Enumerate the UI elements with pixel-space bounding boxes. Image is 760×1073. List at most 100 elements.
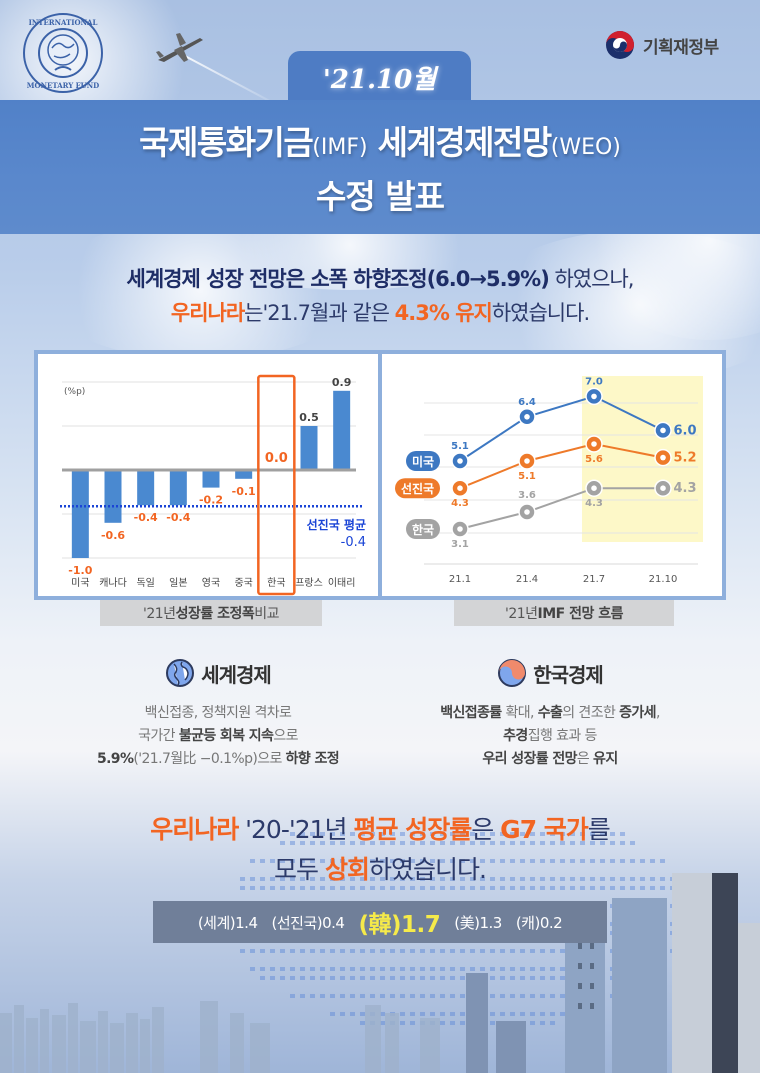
series-line bbox=[459, 395, 664, 462]
text-bold: 증가세 bbox=[619, 705, 656, 721]
svg-text:MONETARY FUND: MONETARY FUND bbox=[27, 81, 99, 90]
caption-prefix: '21년 bbox=[504, 606, 538, 622]
text-highlight: G7 국가 bbox=[500, 815, 589, 844]
text: 으로 bbox=[273, 728, 298, 744]
ministry-logo: 기획재정부 bbox=[605, 30, 719, 60]
text-bold: 유지 bbox=[593, 751, 618, 767]
text-highlight: 우리나라 bbox=[150, 815, 239, 844]
series-legend-pill bbox=[406, 519, 440, 539]
text: 를 bbox=[587, 815, 611, 844]
category-label: 프랑스 bbox=[295, 577, 323, 589]
korea-highlight-box bbox=[257, 374, 296, 596]
point-value-label: 6.4 bbox=[518, 397, 536, 408]
text-bold: 우리 성장률 전망 bbox=[482, 751, 577, 767]
category-label: 미국 bbox=[71, 577, 89, 589]
series-legend-pill bbox=[406, 451, 440, 471]
summary-end: 하였습니다. bbox=[491, 301, 590, 325]
title-imf-abbr: (IMF) bbox=[312, 135, 368, 160]
caption-suffix: 비교 bbox=[254, 606, 279, 622]
bar bbox=[202, 470, 220, 488]
globe-icon bbox=[166, 659, 195, 687]
bar bbox=[333, 390, 351, 470]
korea-line-2: 추경집행 효과 등 bbox=[390, 725, 710, 748]
release-date: '21.10월 bbox=[322, 64, 437, 95]
adjustment-bar-chart: (%p) -1.0미국 -0.6 캐나다 -0.4 독일 -0.4 일본 -0.2 영국 -0.1 중… bbox=[60, 374, 366, 596]
caption-bold: 성장률 조정폭 bbox=[175, 606, 255, 622]
summary-line-2: 우리나라는'21.7월과 같은 4.3% 유지하였습니다. bbox=[0, 296, 760, 330]
point-value-label: 5.2 bbox=[673, 451, 696, 466]
point-value-label: 3.6 bbox=[518, 490, 536, 501]
bar-chart-caption: '21년 성장률 조정폭 비교 bbox=[100, 600, 322, 626]
world-economy-heading: 세계경제 bbox=[58, 658, 378, 688]
category-label: 독일 bbox=[136, 577, 154, 589]
series-legend-label: 선진국 bbox=[401, 481, 434, 496]
summary-line-1: 세계경제 성장 전망은 소폭 하향조정(6.0→5.9%) 하였으나, bbox=[0, 262, 760, 296]
bar-value-label: -0.4 bbox=[134, 511, 158, 524]
point-value-label: 6.0 bbox=[673, 423, 696, 438]
bar-value-label: 0.5 bbox=[299, 411, 319, 424]
point-value-label: 4.3 bbox=[673, 481, 696, 496]
bar-value-label: -1.0 bbox=[68, 564, 92, 577]
title-banner: 국제통화기금(IMF) 세계경제전망(WEO) 수정 발표 bbox=[0, 100, 760, 234]
world-line-2: 국가간 불균등 회복 지속으로 bbox=[58, 725, 378, 748]
title-weo-abbr: (WEO) bbox=[550, 135, 621, 160]
text: ('21.7월比 −0.1%p)으로 bbox=[133, 751, 286, 767]
bottom-line-1: 우리나라 '20-'21년 평균 성장률은 G7 국가를 bbox=[0, 810, 760, 850]
x-tick-label: 21.1 bbox=[449, 574, 471, 585]
bar bbox=[300, 426, 318, 470]
world-economy-section: 세계경제 백신접종, 정책지원 격차로 국가간 불균등 회복 지속으로 5.9%… bbox=[58, 658, 378, 771]
text-bold: 추경 bbox=[503, 728, 528, 744]
summary-maintain: 4.3% 유지 bbox=[394, 301, 493, 325]
korea-economy-body: 백신접종률 확대, 수출의 견조한 증가세, 추경집행 효과 등 우리 성장률 … bbox=[390, 702, 710, 771]
caption-bold: IMF 전망 흐름 bbox=[537, 606, 624, 622]
title-weo-korean: 세계경제전망 bbox=[367, 123, 553, 162]
category-label: 이태리 bbox=[328, 577, 356, 589]
g7-comparison-message: 우리나라 '20-'21년 평균 성장률은 G7 국가를 모두 상회하였습니다. bbox=[0, 810, 760, 890]
bar bbox=[235, 470, 253, 479]
title-imf-korean: 국제통화기금 bbox=[139, 123, 314, 162]
x-tick-label: 21.10 bbox=[649, 574, 678, 585]
x-tick-label: 21.4 bbox=[516, 574, 538, 585]
category-label: 한국 bbox=[267, 577, 285, 589]
text-bold: 5.9% bbox=[96, 751, 134, 767]
series-legend-label: 한국 bbox=[412, 522, 434, 537]
text-bold: 백신접종률 bbox=[440, 705, 502, 721]
world-economy-body: 백신접종, 정책지원 격차로 국가간 불균등 회복 지속으로 5.9%('21.… bbox=[58, 702, 378, 771]
text: 의 견조한 bbox=[562, 705, 620, 721]
series-legend-label: 미국 bbox=[412, 454, 434, 469]
summary-downgrade: 소폭 하향조정(6.0→5.9%) bbox=[310, 267, 549, 291]
point-value-label: 7.0 bbox=[585, 376, 603, 387]
stat-advanced: (선진국)0.4 bbox=[271, 913, 345, 932]
taegeuk-emblem-icon bbox=[606, 31, 634, 59]
text: 은 bbox=[576, 751, 594, 767]
bar-value-label: 0.9 bbox=[332, 376, 352, 389]
series-line bbox=[459, 487, 663, 530]
bar-value-label: -0.4 bbox=[166, 511, 190, 524]
text: 국가간 bbox=[138, 728, 179, 744]
stat-world: (세계)1.4 bbox=[197, 913, 258, 932]
reference-label: 선진국 평균 bbox=[307, 517, 366, 532]
korea-line-3: 우리 성장률 전망은 유지 bbox=[390, 748, 710, 771]
world-line-1: 백신접종, 정책지원 격차로 bbox=[144, 705, 292, 721]
page-subtitle: 수정 발표 bbox=[316, 177, 445, 216]
forecast-line-chart: 21.1 21.4 21.7 21.10 5.1 6.4 7.0 6.0 미국 4.3 5.1 5.6… bbox=[395, 376, 703, 585]
bar-value-label: -0.1 bbox=[232, 485, 256, 498]
world-line-3: 5.9%('21.7월比 −0.1%p)으로 하향 조정 bbox=[58, 748, 378, 771]
imf-logo-icon: INTERNATIONAL MONETARY FUND bbox=[23, 13, 103, 93]
point-value-label: 5.1 bbox=[451, 441, 469, 452]
stat-canada: (캐)0.2 bbox=[515, 913, 563, 932]
category-label: 일본 bbox=[169, 577, 187, 589]
text-bold: 수출 bbox=[537, 705, 563, 721]
caption-prefix: '21년 bbox=[143, 606, 176, 622]
text: 모두 bbox=[274, 855, 325, 884]
page-title: 국제통화기금(IMF) 세계경제전망(WEO) bbox=[139, 116, 621, 164]
summary-world: 세계경제 성장 전망은 bbox=[126, 267, 311, 291]
summary-mid: 는'21.7월과 같은 bbox=[244, 301, 395, 325]
series-legend-pill bbox=[395, 478, 440, 499]
summary-tail: 하였으나, bbox=[548, 267, 634, 291]
korea-line-1: 백신접종률 확대, 수출의 견조한 증가세, bbox=[390, 702, 710, 725]
text: 확대, bbox=[501, 705, 538, 721]
text: 하였습니다. bbox=[369, 855, 487, 884]
category-label: 영국 bbox=[202, 577, 220, 589]
y-unit-label: (%p) bbox=[64, 387, 85, 397]
